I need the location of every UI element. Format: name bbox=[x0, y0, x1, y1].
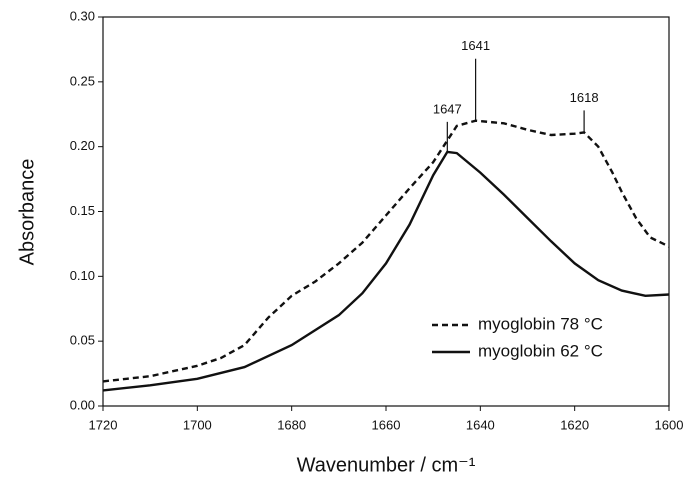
y-tick-label: 0.30 bbox=[70, 8, 95, 23]
data-line bbox=[102, 119, 670, 383]
data-line bbox=[102, 150, 670, 392]
x-tick-label: 1720 bbox=[89, 417, 118, 432]
annotation-label: 1641 bbox=[461, 38, 490, 53]
x-tick-label: 1600 bbox=[655, 417, 684, 432]
y-axis-title: Absorbance bbox=[16, 159, 38, 266]
y-tick-label: 0.15 bbox=[70, 203, 95, 218]
y-tick-label: 0.00 bbox=[70, 397, 95, 412]
x-tick-label: 1620 bbox=[560, 417, 589, 432]
x-tick-label: 1680 bbox=[277, 417, 306, 432]
y-tick-label: 0.25 bbox=[70, 73, 95, 88]
annotation-label: 1647 bbox=[433, 101, 462, 116]
y-tick-label: 0.10 bbox=[70, 268, 95, 283]
x-tick-label: 1700 bbox=[183, 417, 212, 432]
legend-label: myoglobin 78 °C bbox=[478, 314, 603, 333]
legend-label: myoglobin 62 °C bbox=[478, 341, 603, 360]
x-tick-label: 1660 bbox=[372, 417, 401, 432]
x-axis-title: Wavenumber / cm⁻¹ bbox=[297, 454, 476, 476]
y-tick-label: 0.05 bbox=[70, 333, 95, 348]
annotation-label: 1618 bbox=[570, 90, 599, 105]
x-tick-label: 1640 bbox=[466, 417, 495, 432]
y-tick-label: 0.20 bbox=[70, 138, 95, 153]
